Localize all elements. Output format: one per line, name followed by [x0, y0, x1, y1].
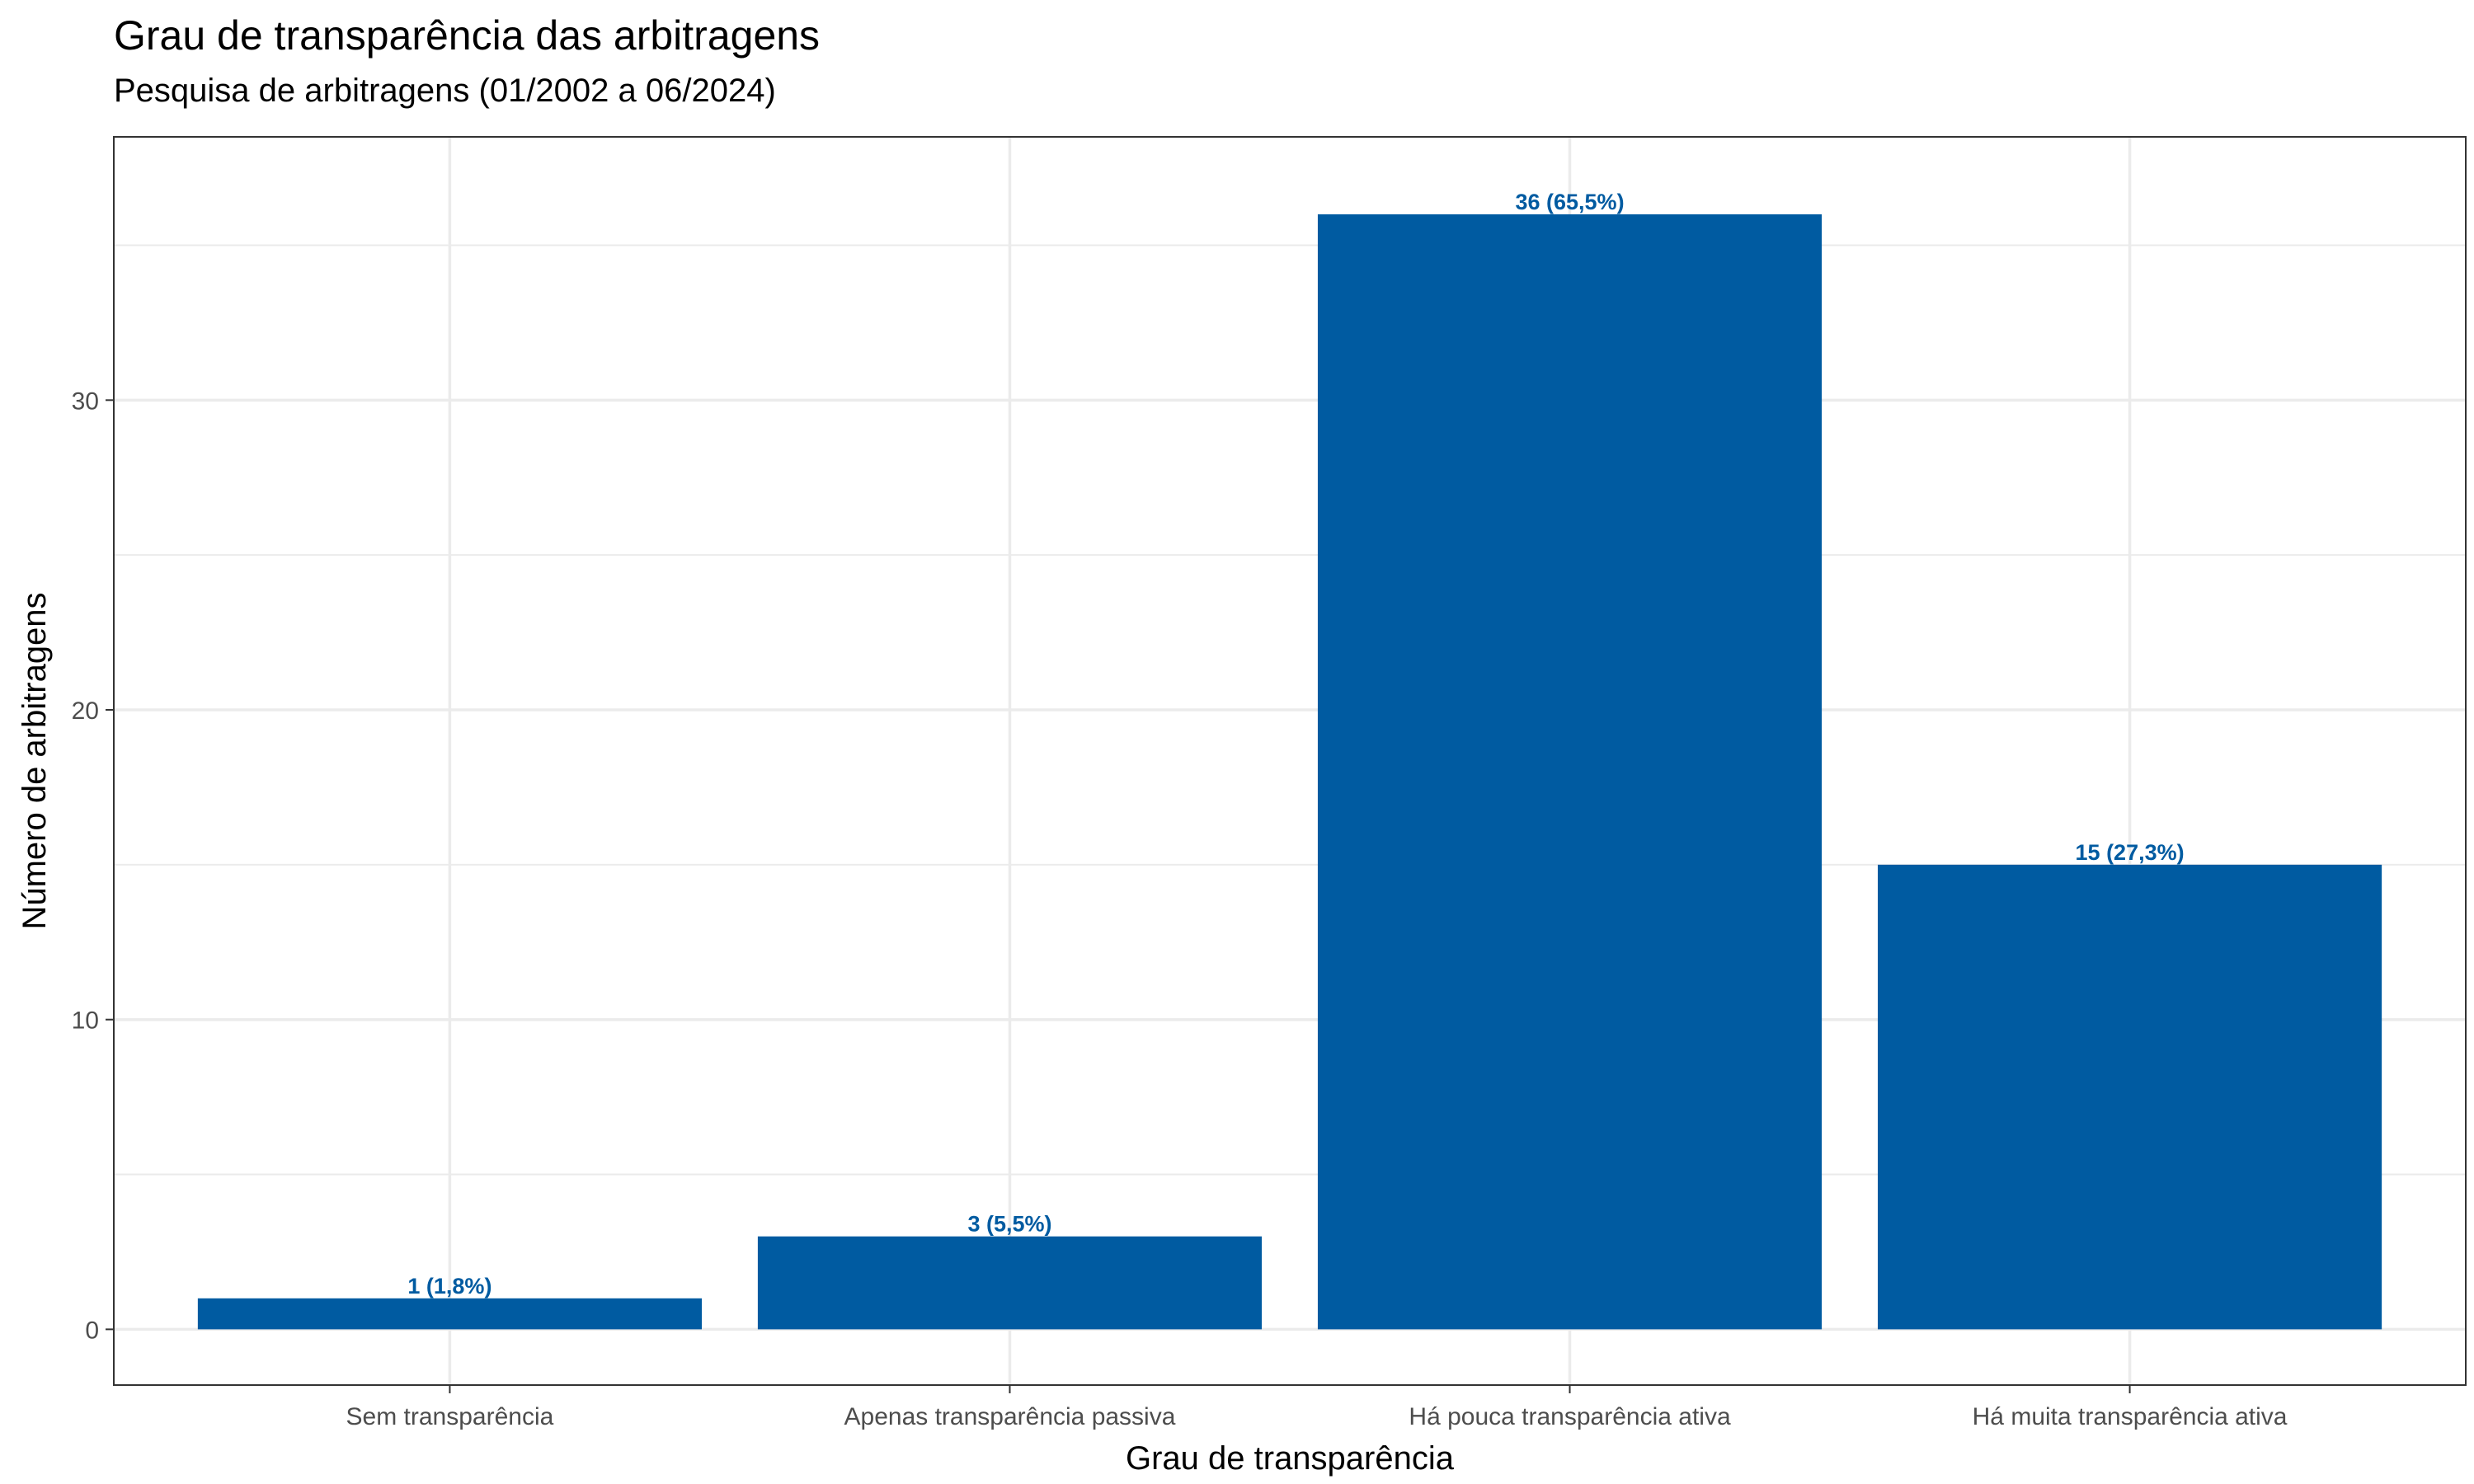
- x-tick-label: Apenas transparência passiva: [844, 1403, 1176, 1430]
- data-label: 1 (1,8%): [407, 1274, 492, 1298]
- bar: [1878, 864, 2382, 1330]
- x-tick-label: Há muita transparência ativa: [1973, 1403, 2288, 1430]
- bar: [757, 1236, 1263, 1330]
- data-label: 36 (65,5%): [1515, 190, 1624, 214]
- bars: [197, 214, 2382, 1330]
- y-axis-title: Número de arbitragens: [16, 592, 53, 929]
- bar: [1317, 214, 1823, 1330]
- y-tick-label: 0: [85, 1317, 99, 1344]
- axes: 0 10 20 30 Sem transparência Apenas transparê…: [72, 387, 2288, 1430]
- x-tick-label: Há pouca transparência ativa: [1409, 1403, 1731, 1430]
- chart-title: Grau de transparência das arbitragens: [114, 12, 821, 59]
- chart-subtitle: Pesquisa de arbitragens (01/2002 a 06/20…: [114, 73, 776, 109]
- y-tick-label: 20: [72, 697, 99, 725]
- data-label: 3 (5,5%): [967, 1212, 1051, 1237]
- x-tick-label: Sem transparência: [346, 1403, 554, 1430]
- y-tick-label: 10: [72, 1007, 99, 1035]
- bar: [197, 1298, 702, 1330]
- panel-border: [113, 136, 2467, 1386]
- data-label: 15 (27,3%): [2076, 840, 2185, 865]
- data-labels: 1 (1,8%) 3 (5,5%) 36 (65,5%) 15 (27,3%): [407, 190, 2184, 1298]
- y-tick-label: 30: [72, 387, 99, 415]
- x-axis-title: Grau de transparência: [1126, 1440, 1455, 1477]
